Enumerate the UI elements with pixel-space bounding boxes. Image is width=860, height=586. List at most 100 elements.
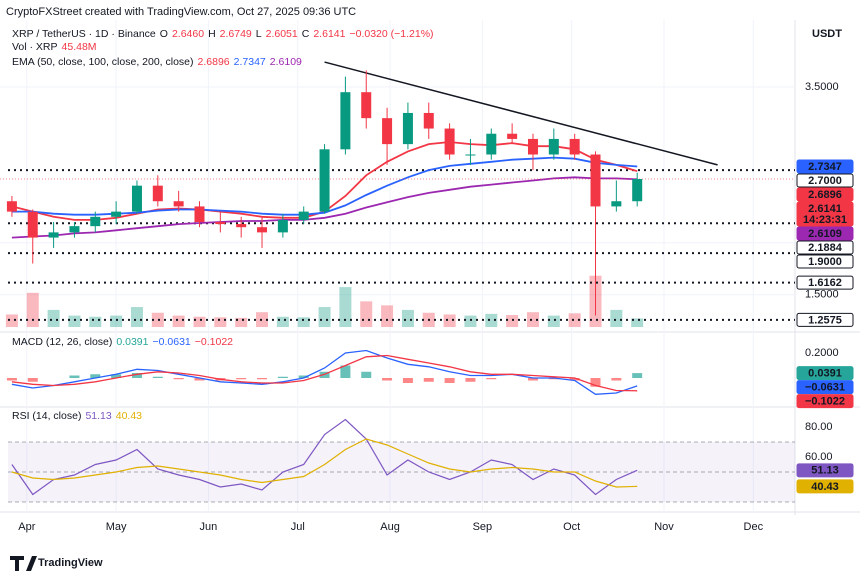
x-tick-label: Jul [291, 521, 305, 533]
volume-bar [276, 316, 289, 327]
histogram-bar [382, 378, 393, 381]
histogram-bar [611, 378, 622, 381]
level-badge [796, 173, 854, 188]
volume-bar [68, 315, 81, 327]
level-badge-label: 1.9000 [808, 256, 842, 268]
candle-body [569, 138, 580, 155]
legend-item: RSI (14, close) [12, 410, 81, 422]
y-tick-label: 3.5000 [805, 81, 839, 93]
candle-body [340, 92, 351, 150]
volume-bar [360, 301, 373, 327]
rsi-badge-label: 40.43 [811, 481, 839, 493]
x-tick-label: Aug [380, 521, 400, 533]
volume-bar [485, 313, 498, 327]
rsi-value: 40.43 [116, 410, 142, 422]
level-badge-label: 2.1884 [808, 242, 843, 254]
candle-body [486, 133, 497, 155]
candle-body [632, 178, 643, 202]
volume-bar [26, 292, 39, 327]
candle-body [69, 226, 80, 233]
x-tick-label: Nov [654, 521, 674, 533]
x-tick-label: Jun [200, 521, 218, 533]
macd-line [11, 354, 638, 392]
volume-bar [568, 313, 581, 327]
ohlc-label: O [160, 28, 168, 40]
candle-body [382, 118, 393, 145]
y-tick-label: 60.00 [805, 451, 833, 463]
candle-body [111, 211, 122, 217]
level-badge [796, 240, 854, 255]
rsi-badge [796, 479, 854, 494]
volume-bar [318, 307, 331, 327]
histogram-bar [6, 378, 17, 381]
legend: RSI (14, close) 51.13 40.43 [12, 410, 142, 422]
volume-bar [526, 312, 539, 327]
hist-badge [796, 366, 854, 381]
candle-body [507, 133, 518, 139]
histogram-bar [402, 378, 413, 383]
histogram-bar [340, 365, 351, 378]
ema-badge [796, 159, 854, 174]
histogram-bar [69, 375, 80, 378]
level-badge-label: 1.2575 [808, 314, 842, 326]
ohlc-value: 2.6460 [172, 28, 204, 40]
level-badge [796, 254, 854, 269]
histogram-bar [632, 373, 643, 378]
histogram-bar [527, 378, 538, 381]
histogram-bar [27, 378, 38, 382]
candle-body [319, 149, 330, 212]
candle-body [444, 128, 455, 155]
trendline [324, 61, 718, 166]
ohlc-value: 2.6141 [313, 28, 345, 40]
candle-body [236, 224, 247, 228]
macd-badge-label: −0.1022 [805, 396, 845, 408]
volume-value: 45.48M [62, 41, 97, 53]
volume-bar [5, 314, 18, 327]
histogram-bar [173, 378, 184, 380]
legend-item: XRP / TetherUS · 1D · Binance [12, 28, 156, 40]
legend: Vol · XRP 45.48M [12, 41, 97, 53]
volume-bar [47, 309, 60, 327]
x-tick-label: Sep [473, 521, 493, 533]
rsi-badge [796, 463, 854, 478]
candle-body [257, 227, 268, 233]
ema-badge-label: 2.6896 [808, 189, 842, 201]
candle-body [215, 222, 226, 225]
macd-value: −0.0631 [153, 336, 191, 348]
credit: CryptoFXStreet created with TradingView.… [6, 6, 356, 18]
volume-bar [235, 317, 248, 327]
candle-body [361, 92, 372, 119]
volume-bar [506, 315, 519, 327]
macd-value: −0.1022 [195, 336, 233, 348]
volume-bar [130, 307, 143, 327]
ohlc-label: L [256, 28, 262, 40]
change: −0.0320 (−1.21%) [349, 28, 433, 40]
macd-badge [796, 394, 854, 409]
ohlc-value: 2.6749 [220, 28, 252, 40]
ohlc-label: H [208, 28, 216, 40]
ema-badge-label: 2.6109 [808, 228, 842, 240]
ema-line [11, 176, 638, 239]
histogram-bar [444, 378, 455, 383]
volume-bar [464, 315, 477, 327]
candle-body [6, 201, 17, 212]
legend-item: EMA (50, close, 100, close, 200, close) [12, 56, 194, 68]
volume-bar [297, 317, 310, 327]
currency: USDT [812, 28, 842, 40]
ohlc-value: 2.6051 [266, 28, 298, 40]
ema-value: 2.7347 [234, 56, 266, 68]
histogram-bar [236, 378, 247, 380]
candle-body [527, 138, 538, 155]
candle-body [194, 206, 205, 222]
legend: EMA (50, close, 100, close, 200, close) 2… [12, 56, 302, 68]
legend-item: Vol · XRP [12, 41, 58, 53]
candle-body [465, 154, 476, 156]
candle-body [27, 211, 38, 238]
legend: MACD (12, 26, close) 0.0391 −0.0631 −0.1022 [12, 336, 233, 348]
histogram-bar [486, 378, 497, 380]
y-tick-label: 0.2000 [805, 347, 839, 359]
x-tick-label: Oct [563, 521, 580, 533]
x-tick-label: May [106, 521, 127, 533]
volume-bar [193, 316, 206, 327]
